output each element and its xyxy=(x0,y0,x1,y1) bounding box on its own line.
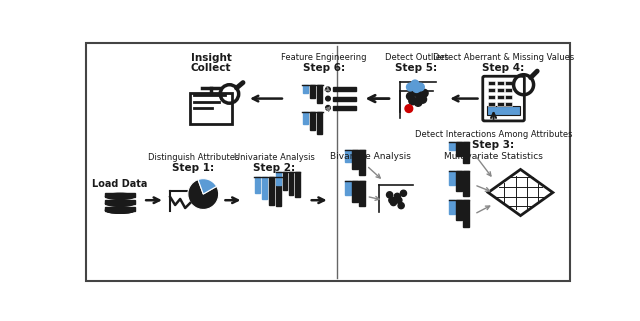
Bar xyxy=(463,142,468,163)
Bar xyxy=(106,207,135,211)
Bar xyxy=(262,177,267,199)
Bar xyxy=(106,193,135,197)
Bar xyxy=(359,181,365,206)
Bar xyxy=(497,88,504,92)
Text: Detect Outliers: Detect Outliers xyxy=(385,53,449,62)
Circle shape xyxy=(416,92,424,100)
Bar xyxy=(505,102,512,106)
Circle shape xyxy=(390,199,397,206)
Circle shape xyxy=(394,193,401,199)
Bar xyxy=(488,81,495,85)
Circle shape xyxy=(411,88,419,96)
Circle shape xyxy=(326,96,330,101)
Text: Bivariate Analysis: Bivariate Analysis xyxy=(330,152,411,161)
Circle shape xyxy=(326,87,330,92)
Bar xyxy=(310,85,316,98)
Bar xyxy=(276,177,281,206)
Circle shape xyxy=(406,92,414,100)
Bar xyxy=(505,95,512,100)
Text: Univariate Analysis: Univariate Analysis xyxy=(234,153,314,162)
Circle shape xyxy=(409,97,417,105)
Bar xyxy=(333,87,356,91)
Bar xyxy=(463,171,468,195)
Bar xyxy=(295,172,300,197)
Bar xyxy=(352,150,358,169)
Bar xyxy=(463,200,468,227)
Text: Step 1:: Step 1: xyxy=(172,163,214,173)
Circle shape xyxy=(406,83,414,91)
Bar xyxy=(497,95,504,100)
Bar xyxy=(456,171,461,191)
Text: Step 2:: Step 2: xyxy=(253,163,295,173)
Bar xyxy=(289,172,293,195)
Text: Feature Engineering: Feature Engineering xyxy=(282,53,367,62)
Bar xyxy=(449,171,454,185)
Text: Insight: Insight xyxy=(191,53,232,63)
Bar xyxy=(333,106,356,110)
Circle shape xyxy=(389,197,395,203)
Circle shape xyxy=(417,83,424,91)
Circle shape xyxy=(326,106,330,110)
Circle shape xyxy=(387,192,393,198)
Ellipse shape xyxy=(106,200,135,206)
Text: Step 6:: Step 6: xyxy=(303,63,345,73)
Circle shape xyxy=(420,89,428,97)
Text: Distinguish Attributes: Distinguish Attributes xyxy=(148,153,239,162)
Bar xyxy=(276,172,281,185)
Text: Multivariate Statistics: Multivariate Statistics xyxy=(444,152,543,161)
Bar xyxy=(488,88,495,92)
Text: Step 5:: Step 5: xyxy=(396,63,438,73)
Bar xyxy=(106,200,135,204)
Circle shape xyxy=(419,96,427,103)
Text: Load Data: Load Data xyxy=(92,179,148,189)
Circle shape xyxy=(405,105,413,112)
Bar xyxy=(488,95,495,100)
Bar xyxy=(488,106,520,115)
Ellipse shape xyxy=(106,193,135,199)
Circle shape xyxy=(398,203,404,209)
Bar xyxy=(497,102,504,106)
Circle shape xyxy=(411,80,419,88)
Bar xyxy=(449,200,454,214)
Ellipse shape xyxy=(106,207,135,213)
Bar xyxy=(303,112,308,124)
Bar xyxy=(310,112,316,130)
FancyBboxPatch shape xyxy=(483,76,524,121)
Text: Step 4:: Step 4: xyxy=(483,63,525,73)
Bar xyxy=(303,85,308,93)
Circle shape xyxy=(396,197,402,203)
Bar xyxy=(255,177,260,193)
Circle shape xyxy=(413,85,420,92)
Bar xyxy=(488,102,495,106)
Wedge shape xyxy=(198,179,216,194)
Bar xyxy=(505,88,512,92)
Bar xyxy=(359,150,365,175)
Bar xyxy=(352,181,358,202)
Circle shape xyxy=(414,99,422,106)
Bar xyxy=(283,172,287,190)
Text: Collect: Collect xyxy=(191,63,231,73)
Bar xyxy=(449,142,454,150)
Bar xyxy=(505,81,512,85)
Text: Detect Interactions Among Attributes: Detect Interactions Among Attributes xyxy=(415,130,572,139)
Bar xyxy=(269,177,274,205)
Bar xyxy=(456,200,461,221)
Bar xyxy=(497,81,504,85)
Text: Step 3:: Step 3: xyxy=(472,140,515,150)
Bar xyxy=(317,112,322,134)
Ellipse shape xyxy=(106,207,135,213)
Bar xyxy=(346,150,351,162)
Bar xyxy=(346,181,351,195)
Circle shape xyxy=(401,190,406,196)
Text: Detect Aberrant & Missing Values: Detect Aberrant & Missing Values xyxy=(433,53,574,62)
Wedge shape xyxy=(188,179,219,210)
Bar xyxy=(190,93,232,124)
Bar xyxy=(317,85,322,103)
Bar xyxy=(333,97,356,100)
Bar xyxy=(456,142,461,156)
